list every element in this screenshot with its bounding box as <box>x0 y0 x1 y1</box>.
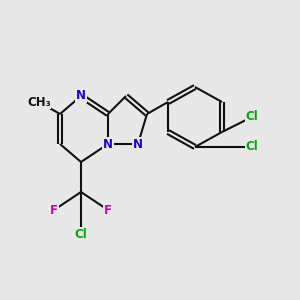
Text: Cl: Cl <box>246 110 258 124</box>
Text: F: F <box>50 203 58 217</box>
Text: N: N <box>76 89 86 103</box>
Text: F: F <box>104 203 112 217</box>
Text: N: N <box>103 137 113 151</box>
Text: Cl: Cl <box>75 227 87 241</box>
Text: Cl: Cl <box>246 140 258 154</box>
Text: N: N <box>133 137 143 151</box>
Text: CH₃: CH₃ <box>27 95 51 109</box>
